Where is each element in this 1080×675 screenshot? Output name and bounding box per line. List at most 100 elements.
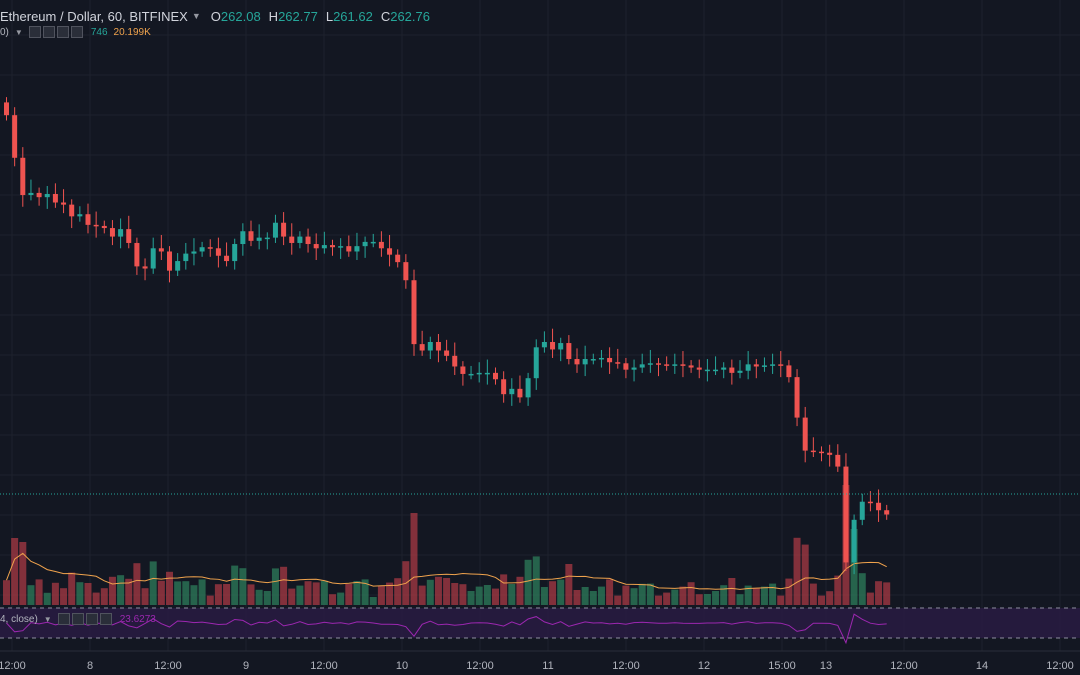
volume-bar bbox=[149, 561, 157, 605]
volume-bar bbox=[606, 579, 614, 605]
volume-bar bbox=[68, 572, 76, 605]
volume-ma-value: 20.199K bbox=[113, 26, 151, 38]
volume-bar bbox=[141, 588, 149, 605]
candle-body bbox=[598, 357, 604, 360]
candle-body bbox=[460, 366, 466, 374]
volume-bar bbox=[443, 578, 451, 605]
time-axis-label: 12 bbox=[697, 660, 711, 672]
volume-bar bbox=[467, 591, 475, 605]
candle-body bbox=[77, 214, 83, 217]
volume-bar bbox=[263, 591, 271, 605]
candle-body bbox=[574, 359, 580, 365]
candle-body bbox=[541, 341, 547, 348]
candle-body bbox=[827, 452, 833, 455]
candle-body bbox=[109, 228, 115, 237]
volume-bar bbox=[532, 556, 540, 605]
candle-body bbox=[476, 372, 482, 375]
volume-bar bbox=[475, 586, 483, 605]
time-axis-label: 12:00 bbox=[154, 660, 182, 672]
volume-bar bbox=[190, 585, 198, 605]
candle-body bbox=[419, 344, 425, 351]
candle-body bbox=[639, 364, 645, 368]
volume-bar bbox=[247, 584, 255, 605]
chevron-down-icon[interactable]: ▼ bbox=[191, 11, 201, 21]
candle-body bbox=[118, 229, 124, 237]
volume-bar bbox=[386, 582, 394, 605]
volume-bar bbox=[818, 595, 825, 605]
candle-body bbox=[387, 248, 393, 255]
chevron-down-icon[interactable]: ▼ bbox=[43, 614, 52, 624]
candle-body bbox=[199, 247, 205, 252]
volume-bar bbox=[687, 582, 695, 605]
eye-icon[interactable] bbox=[28, 26, 41, 38]
rsi-indicator-label[interactable]: 4, close) bbox=[0, 613, 38, 625]
candle-body bbox=[753, 364, 759, 367]
candle-body bbox=[44, 193, 50, 198]
candle-body bbox=[533, 347, 539, 379]
time-axis-label: 11 bbox=[542, 660, 554, 672]
volume-bar bbox=[883, 582, 891, 605]
volume-bar bbox=[125, 578, 133, 605]
settings-icon[interactable] bbox=[71, 613, 84, 625]
candle-body bbox=[843, 466, 849, 563]
volume-indicator-label[interactable]: 0) bbox=[0, 26, 9, 38]
move-icon[interactable] bbox=[85, 613, 98, 625]
volume-moving-average-line bbox=[6, 552, 887, 590]
candle-body bbox=[20, 157, 26, 196]
candle-body bbox=[297, 236, 303, 243]
volume-bar bbox=[597, 586, 605, 605]
candle-body bbox=[12, 115, 18, 158]
candle-body bbox=[36, 192, 42, 198]
candle-body bbox=[688, 365, 694, 368]
ohlc-values: O262.08 H262.77 L261.62 C262.76 bbox=[211, 9, 430, 24]
candle-body bbox=[590, 359, 596, 361]
volume-bar bbox=[377, 585, 385, 605]
candle-body bbox=[232, 244, 238, 262]
candle-body bbox=[378, 241, 384, 249]
candle-body bbox=[696, 367, 702, 370]
candle-body bbox=[403, 262, 409, 281]
volume-bar bbox=[320, 580, 328, 605]
volume-bar bbox=[752, 588, 760, 605]
symbol-title[interactable]: Ethereum / Dollar, 60, BITFINEX bbox=[0, 8, 188, 24]
volume-bar bbox=[174, 581, 182, 605]
settings-icon[interactable] bbox=[42, 26, 55, 38]
candle-body bbox=[713, 369, 719, 372]
candle-body bbox=[395, 254, 401, 263]
candle-body bbox=[468, 373, 474, 376]
candle-body bbox=[256, 237, 262, 241]
chart-grid bbox=[0, 0, 1080, 651]
candle-body bbox=[248, 231, 254, 241]
volume-bar bbox=[345, 584, 353, 605]
candle-body bbox=[4, 102, 9, 116]
eye-icon[interactable] bbox=[57, 613, 70, 625]
move-icon[interactable] bbox=[56, 26, 69, 38]
time-axis-label: 14 bbox=[975, 660, 989, 672]
close-icon[interactable] bbox=[99, 613, 112, 625]
volume-bar bbox=[671, 589, 679, 605]
volume-bar bbox=[663, 592, 671, 605]
close-icon[interactable] bbox=[70, 26, 83, 38]
volume-bar bbox=[337, 592, 345, 605]
candle-body bbox=[721, 367, 727, 370]
candle-body bbox=[770, 364, 776, 366]
volume-bar bbox=[712, 591, 720, 605]
candle-body bbox=[647, 363, 653, 365]
time-axis-label: 12:00 bbox=[612, 660, 640, 672]
candle-body bbox=[509, 388, 515, 395]
candle-body bbox=[810, 450, 816, 453]
volume-bar bbox=[492, 588, 499, 605]
volume-bar bbox=[51, 582, 59, 605]
candle-body bbox=[69, 204, 75, 217]
volume-bar bbox=[451, 583, 459, 605]
candle-body bbox=[435, 341, 441, 351]
indicator-controls bbox=[57, 613, 114, 625]
volume-bar bbox=[516, 576, 524, 605]
candle-body bbox=[281, 222, 287, 237]
volume-bar bbox=[728, 578, 736, 605]
volume-bar bbox=[288, 588, 296, 605]
chevron-down-icon[interactable]: ▼ bbox=[14, 27, 23, 37]
volume-bar bbox=[296, 585, 304, 605]
